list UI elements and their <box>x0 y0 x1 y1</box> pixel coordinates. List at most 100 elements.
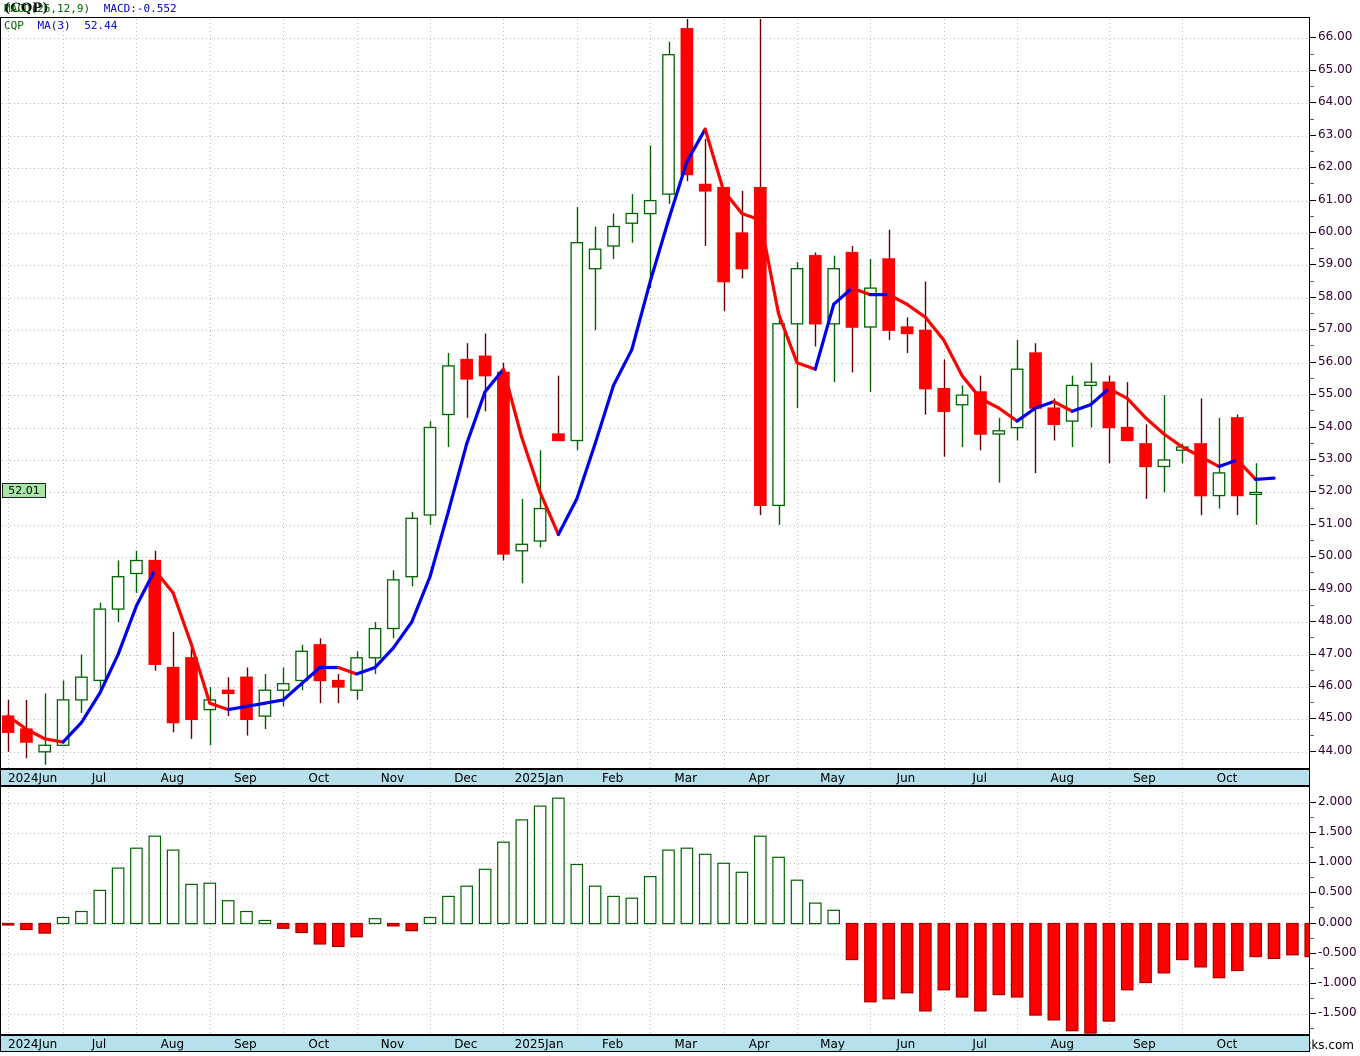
price-y-minor-tick <box>1310 443 1314 444</box>
macd-y-minor-tick <box>1310 1028 1314 1029</box>
bottom-x-tick-label: Nov <box>380 1037 405 1051</box>
macd-bars <box>2 797 1309 1034</box>
price-y-tick-label: 59.00 <box>1318 256 1353 271</box>
symbol-title: (CQP) <box>4 1 49 16</box>
macd-y-tick-label: 2.000 <box>1318 794 1353 809</box>
price-y-minor-tick <box>1310 378 1314 379</box>
macd-y-tick-mark <box>1310 802 1316 803</box>
top-x-tick-label: Feb <box>601 771 624 785</box>
macd-legend-value: MACD:-0.552 <box>103 2 177 15</box>
price-y-tick-label: 56.00 <box>1318 353 1353 368</box>
price-y-tick-label: 47.00 <box>1318 645 1353 660</box>
price-y-tick-mark <box>1310 589 1316 590</box>
top-x-tick-label: Jun <box>896 771 916 785</box>
bottom-x-tick-label: Sep <box>234 1037 257 1051</box>
top-x-tick-label: Nov <box>380 771 405 785</box>
price-y-minor-tick <box>1310 540 1314 541</box>
price-y-minor-tick <box>1310 345 1314 346</box>
x-axis-top: 2024Jun Jul Aug Sep Oct Nov Dec 2025Jan Feb Mar Ap… <box>0 769 1310 786</box>
bottom-x-tick-label: Sep <box>1133 1037 1156 1051</box>
macd-y-tick-mark <box>1310 953 1316 954</box>
macd-y-tick-label: 1.500 <box>1318 824 1353 839</box>
price-y-minor-tick <box>1310 183 1314 184</box>
price-y-tick-label: 60.00 <box>1318 224 1353 238</box>
price-y-minor-tick <box>1310 248 1314 249</box>
price-y-minor-tick <box>1310 410 1314 411</box>
bottom-x-tick-label: 2025Jan <box>514 1037 564 1051</box>
price-y-tick-label: 52.00 <box>1318 483 1353 498</box>
top-x-tick-label: Apr <box>748 771 770 785</box>
price-y-minor-tick <box>1310 508 1314 509</box>
price-y-minor-tick <box>1310 475 1314 476</box>
title-bar: (CQP) <box>0 0 1360 17</box>
price-y-tick-label: 54.00 <box>1318 418 1353 433</box>
price-y-tick-mark <box>1310 232 1316 233</box>
price-y-tick-label: 51.00 <box>1318 515 1353 530</box>
macd-y-tick-mark <box>1310 983 1316 984</box>
price-y-tick-mark <box>1310 102 1316 103</box>
top-x-tick-label: Oct <box>1216 771 1238 785</box>
price-y-tick-mark <box>1310 751 1316 752</box>
price-y-tick-mark <box>1310 686 1316 687</box>
macd-histogram-svg <box>2 788 1309 1035</box>
price-y-tick-label: 64.00 <box>1318 94 1353 109</box>
price-gridlines <box>2 19 1309 768</box>
top-x-tick-label: Sep <box>234 771 257 785</box>
price-y-tick-label: 46.00 <box>1318 677 1353 692</box>
macd-chart-panel[interactable] <box>0 786 1310 1035</box>
top-x-tick-label: Aug <box>1050 771 1074 785</box>
price-y-tick-label: 49.00 <box>1318 580 1353 595</box>
macd-y-tick-label: -1.000 <box>1318 974 1357 989</box>
price-y-minor-tick <box>1310 86 1314 87</box>
legend-indicator: MA(3) <box>37 19 71 32</box>
price-y-tick-mark <box>1310 200 1316 201</box>
price-y-tick-mark <box>1310 37 1316 38</box>
macd-y-minor-tick <box>1310 968 1314 969</box>
price-y-minor-tick <box>1310 735 1314 736</box>
price-y-minor-tick <box>1310 151 1314 152</box>
price-y-tick-label: 55.00 <box>1318 386 1353 401</box>
price-y-tick-mark <box>1310 362 1316 363</box>
top-x-tick-label: May <box>820 771 845 785</box>
price-y-tick-mark <box>1310 427 1316 428</box>
bottom-x-tick-label: Jul <box>972 1037 987 1051</box>
price-plot-area[interactable] <box>2 19 1309 768</box>
macd-y-tick-mark <box>1310 862 1316 863</box>
top-x-tick-label: Mar <box>674 771 697 785</box>
price-y-minor-tick <box>1310 670 1314 671</box>
top-x-tick-label: Jul <box>972 771 987 785</box>
legend-symbol: CQP <box>4 19 24 32</box>
bottom-x-tick-label: 2024Jun <box>8 1037 58 1051</box>
price-y-minor-tick <box>1310 281 1314 282</box>
x-axis-bottom: 2024Jun Jul Aug Sep Oct Nov Dec 2025Jan Feb Mar Ap… <box>0 1035 1310 1052</box>
macd-y-tick-label: 1.000 <box>1318 854 1353 869</box>
price-chart-panel[interactable] <box>0 17 1310 769</box>
legend-value: 52.44 <box>84 19 118 32</box>
price-y-tick-mark <box>1310 718 1316 719</box>
bottom-x-tick-label: Aug <box>160 1037 185 1051</box>
bottom-x-tick-label: Dec <box>454 1037 478 1051</box>
price-y-minor-tick <box>1310 572 1314 573</box>
top-x-tick-label: Dec <box>454 771 478 785</box>
price-y-tick-label: 48.00 <box>1318 613 1353 628</box>
price-y-tick-label: 58.00 <box>1318 288 1353 303</box>
price-y-tick-label: 45.00 <box>1318 710 1353 725</box>
macd-y-tick-mark <box>1310 923 1316 924</box>
macd-y-minor-tick <box>1310 847 1314 848</box>
macd-y-tick-label: 0.500 <box>1318 884 1353 899</box>
macd-plot-area[interactable] <box>2 788 1309 1035</box>
macd-y-tick-label: -1.500 <box>1318 1004 1357 1019</box>
price-y-tick-mark <box>1310 167 1316 168</box>
current-price-badge: 52.01 <box>2 483 46 499</box>
bottom-x-tick-label: Mar <box>674 1037 697 1051</box>
price-legend: CQP MA(3) 52.44 <box>4 19 117 32</box>
top-x-tick-label: Aug <box>160 771 185 785</box>
price-y-tick-label: 44.00 <box>1318 742 1353 757</box>
top-x-tick-label: 2025Jan <box>514 771 564 785</box>
price-candlestick-svg <box>2 19 1309 768</box>
top-x-tick-label: Sep <box>1133 771 1156 785</box>
price-y-tick-label: 63.00 <box>1318 126 1353 141</box>
macd-y-minor-tick <box>1310 907 1314 908</box>
price-y-minor-tick <box>1310 637 1314 638</box>
